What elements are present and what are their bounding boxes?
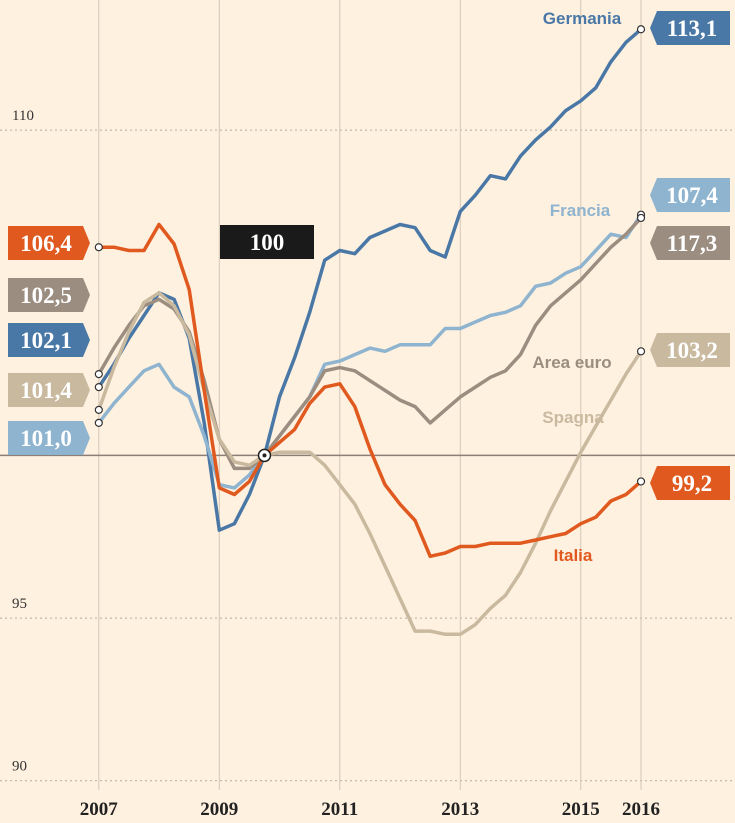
x-tick-label: 2013 xyxy=(441,799,479,820)
x-tick-label: 2011 xyxy=(321,799,358,820)
end-dot xyxy=(94,418,103,427)
series-line xyxy=(97,213,643,490)
base-dot-core xyxy=(262,453,267,458)
end-dot xyxy=(636,213,646,223)
label-box xyxy=(8,373,90,407)
end-dot xyxy=(636,477,646,486)
series-name: Area euro xyxy=(532,353,611,372)
series-name: Francia xyxy=(550,201,611,220)
x-tick-label: 2009 xyxy=(200,799,238,820)
series-line xyxy=(97,216,643,471)
label-box xyxy=(8,421,90,455)
label-box xyxy=(650,178,730,212)
label-box xyxy=(650,11,730,45)
start-label: 101,4 xyxy=(20,378,72,403)
end-dot xyxy=(636,347,646,356)
y-tick-label: 95 xyxy=(12,596,27,612)
base-box xyxy=(220,225,314,259)
x-tick-label: 2016 xyxy=(622,799,660,820)
series-name: Italia xyxy=(554,546,593,565)
label-box xyxy=(8,278,90,312)
series-name: Germania xyxy=(543,9,622,28)
end-label: 117,3 xyxy=(667,231,717,256)
end-label: 103,2 xyxy=(666,338,718,363)
label-box xyxy=(650,333,730,367)
start-label: 102,1 xyxy=(20,328,72,353)
series-line xyxy=(97,291,643,637)
end-label: 113,1 xyxy=(667,16,717,41)
end-dot xyxy=(94,405,103,414)
x-tick-label: 2007 xyxy=(80,799,119,820)
label-box xyxy=(8,226,90,260)
end-dot xyxy=(94,369,103,379)
end-label: 107,4 xyxy=(666,183,718,208)
base-label: 100 xyxy=(250,230,285,255)
label-box xyxy=(650,226,730,260)
end-dot xyxy=(94,383,103,392)
series-line xyxy=(98,222,643,559)
y-tick-label: 90 xyxy=(12,759,27,775)
end-label: 99,2 xyxy=(672,471,712,496)
x-tick-label: 2015 xyxy=(562,799,600,820)
end-dot xyxy=(636,25,646,34)
label-box xyxy=(650,466,730,500)
y-tick-label: 110 xyxy=(12,108,34,124)
label-box xyxy=(8,323,90,357)
series-name: Spagna xyxy=(542,408,604,427)
start-label: 101,0 xyxy=(20,426,72,451)
start-label: 106,4 xyxy=(20,231,72,256)
start-label: 102,5 xyxy=(20,283,72,308)
end-dot xyxy=(94,243,103,252)
